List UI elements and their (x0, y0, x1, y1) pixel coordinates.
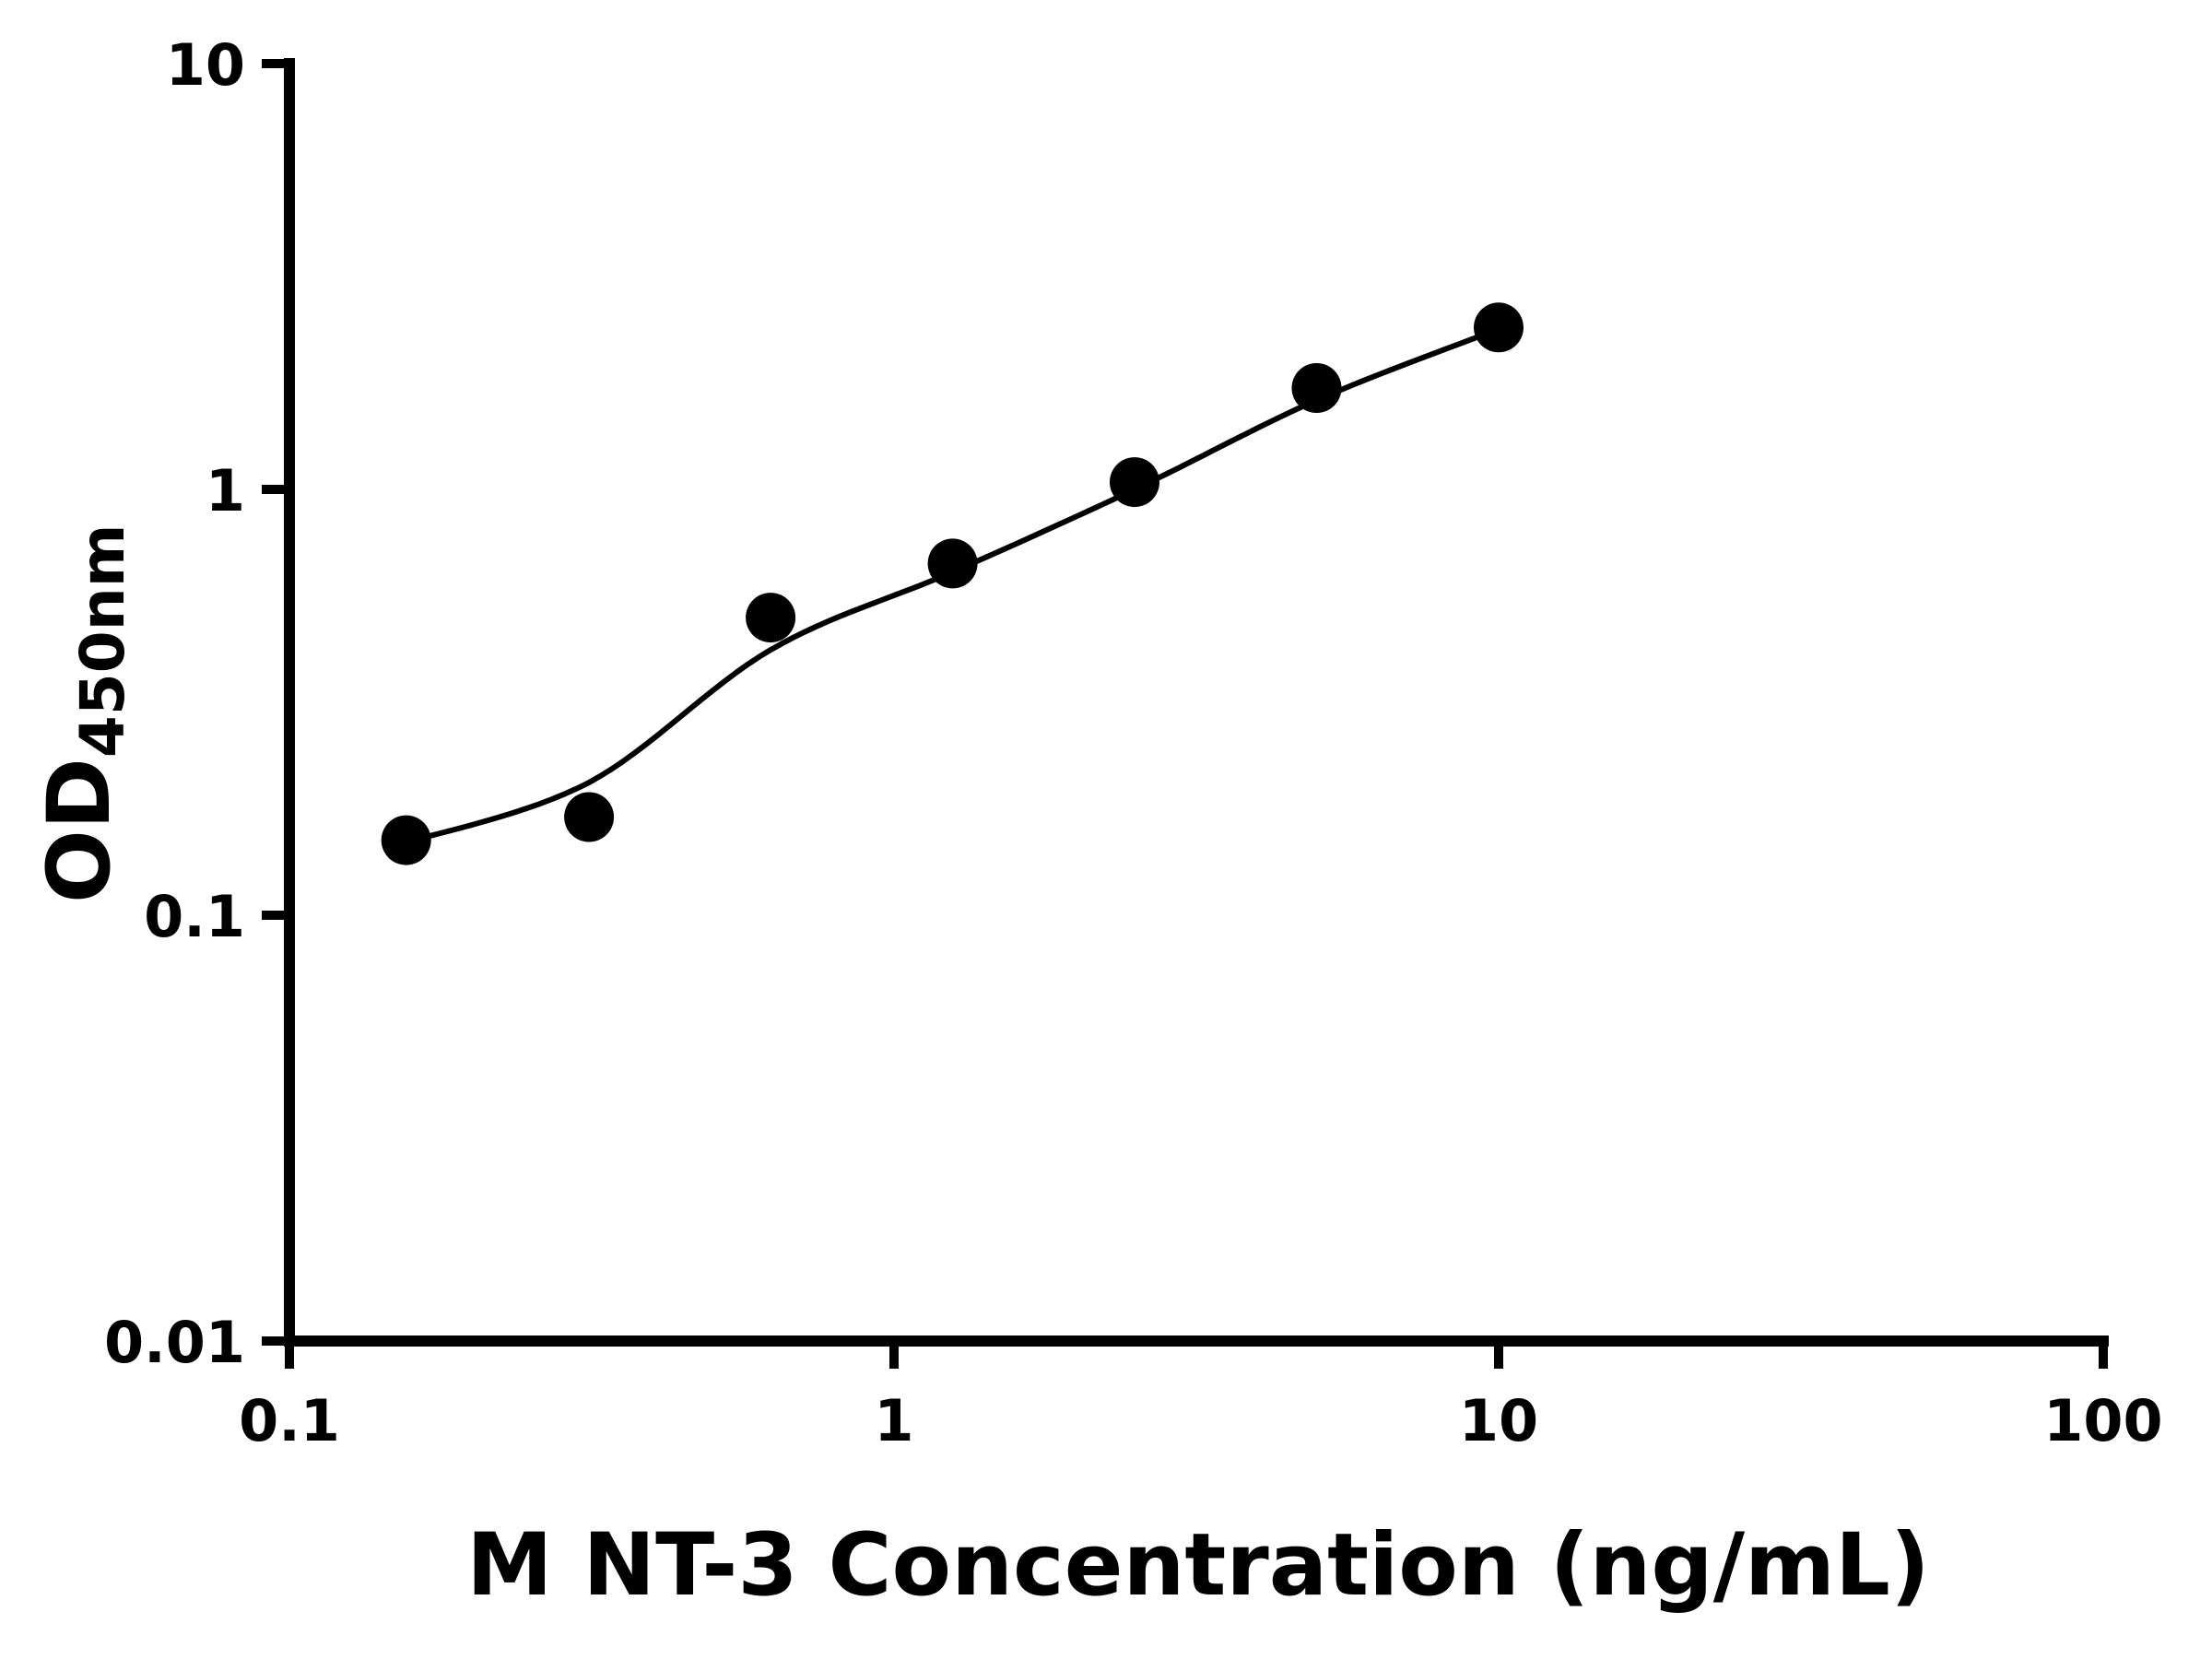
x-axis-tick-label: 10 (1459, 1387, 1538, 1454)
standard-curve-point (1291, 363, 1342, 413)
standard-curve-point (746, 593, 796, 643)
standard-curve-point (927, 538, 978, 589)
axis-spines (284, 58, 2109, 1347)
x-axis-tick-label: 1 (874, 1387, 913, 1454)
standard-curve-point (1110, 457, 1159, 508)
standard-curve-point (381, 815, 431, 865)
y-axis-tick-label: 10 (166, 31, 245, 99)
standard-curve-point (564, 792, 615, 842)
x-axis-tick-label: 100 (2043, 1387, 2162, 1454)
plot-layer (381, 302, 1524, 865)
axis-layer: 0.1 1 10 100 0.01 0.1 1 10 (104, 31, 2163, 1454)
y-axis-tick-label: 1 (206, 457, 245, 524)
x-axis-tick-label: 0.1 (239, 1387, 340, 1454)
x-axis-title: M NT-3 Concentration (ng/mL) (466, 1515, 1930, 1616)
y-axis-title: OD450nm (29, 524, 138, 903)
standard-curve-point (1474, 302, 1524, 353)
y-axis-tick-label: 0.01 (104, 1309, 245, 1376)
y-axis-title-main: OD (29, 758, 130, 903)
y-axis-title-subscript: 450nm (67, 524, 138, 759)
y-axis-tick-label: 0.1 (144, 883, 245, 950)
